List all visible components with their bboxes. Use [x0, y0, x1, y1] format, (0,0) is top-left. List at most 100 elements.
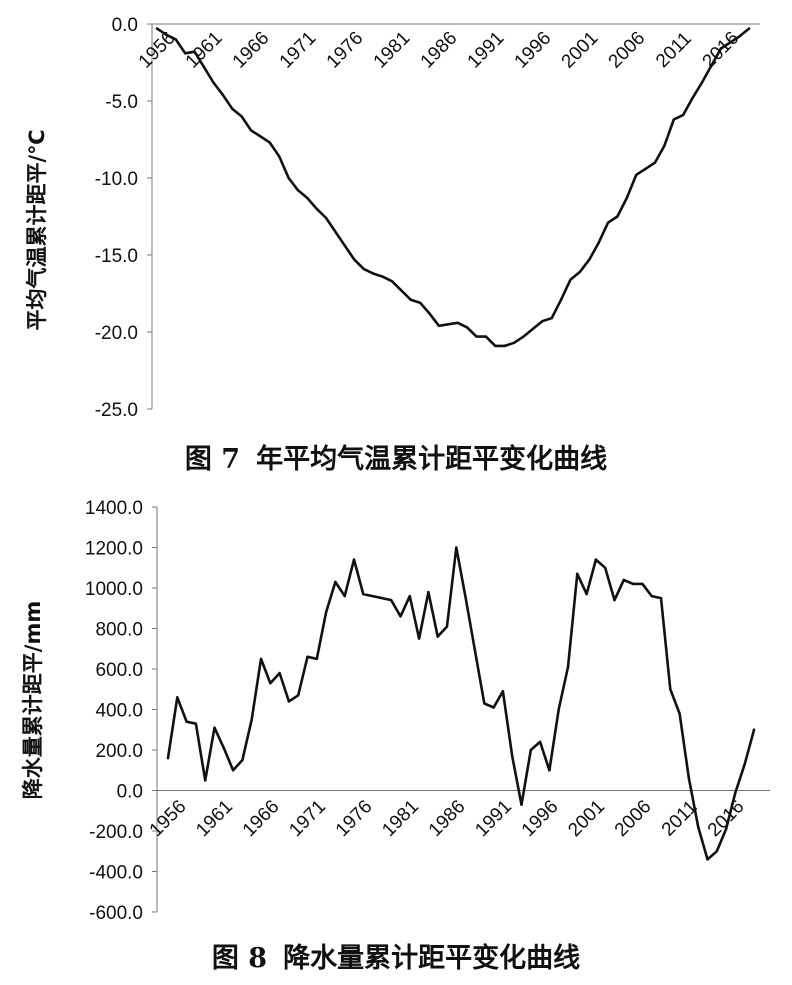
data-point: [165, 33, 168, 36]
figure-7: 0.0 -5.0 -10.0 -15.0 -20.0 -25.0 1956 1961 1966 1…: [0, 0, 792, 485]
data-point: [501, 690, 505, 693]
data-point: [390, 280, 394, 283]
data-point: [362, 267, 365, 271]
y-axis-label: 平均气温累计距平/℃: [25, 129, 49, 330]
x-tick-label: 1996: [518, 796, 563, 841]
data-point: [343, 594, 346, 598]
data-point: [719, 47, 722, 50]
data-point: [268, 141, 271, 144]
x-tick-label: 1991: [471, 796, 516, 841]
x-tick-label: 2016: [704, 796, 749, 841]
data-point: [635, 173, 638, 177]
data-point: [166, 756, 170, 760]
data-point: [334, 580, 337, 584]
data-point: [437, 324, 441, 327]
data-point: [550, 316, 553, 320]
x-tick-label: 1981: [370, 28, 415, 73]
x-tick-label: 1971: [276, 28, 321, 73]
x-tick-label: 1986: [417, 28, 462, 73]
data-point: [287, 700, 291, 703]
data-point: [529, 748, 532, 752]
data-point: [613, 598, 616, 602]
data-point: [678, 712, 681, 715]
data-point: [352, 558, 356, 561]
series-line: [155, 27, 751, 348]
data-point: [408, 594, 411, 598]
x-tick-label: 2006: [605, 28, 650, 73]
data-point: [597, 241, 600, 244]
data-point: [269, 682, 272, 685]
y-tick-label: 1400.0: [85, 498, 143, 519]
data-point: [682, 113, 685, 117]
data-point: [588, 258, 591, 261]
y-tick-label: 600.0: [95, 660, 143, 681]
data-point: [691, 96, 694, 100]
data-point: [353, 258, 356, 261]
data-point: [155, 27, 159, 30]
y-tick-label: 200.0: [95, 741, 143, 762]
data-point: [622, 578, 625, 582]
data-point: [362, 592, 365, 596]
data-point: [706, 858, 709, 861]
x-tick-label: 1976: [323, 28, 368, 73]
data-point: [641, 582, 644, 586]
data-point: [531, 327, 535, 331]
data-point: [715, 850, 718, 853]
data-point: [578, 270, 582, 274]
data-point: [484, 335, 488, 338]
data-point: [672, 118, 675, 121]
x-tick-label: 1981: [378, 796, 423, 841]
data-point: [522, 335, 525, 338]
data-point: [511, 754, 514, 758]
data-point: [380, 596, 384, 600]
y-tick-label: 800.0: [95, 620, 143, 641]
figure-7-caption: 图 7 年平均气温累计距平变化曲线: [0, 437, 792, 476]
x-tick-label: 2011: [652, 28, 696, 72]
data-point: [445, 625, 449, 628]
data-point: [729, 41, 732, 44]
data-point: [399, 615, 402, 618]
data-point: [512, 341, 516, 344]
data-point: [447, 323, 450, 326]
y-tick-label: -10.0: [95, 169, 138, 190]
data-point: [417, 637, 421, 640]
data-point: [231, 769, 235, 772]
data-point: [334, 230, 337, 234]
data-point: [631, 582, 635, 586]
y-tick-label: 0.0: [112, 15, 138, 36]
x-tick-label: 2006: [611, 796, 656, 841]
data-point: [541, 320, 544, 323]
y-tick-label: -15.0: [95, 246, 138, 267]
data-point: [669, 688, 672, 691]
data-point: [738, 35, 741, 38]
x-tick-label: 1971: [285, 796, 330, 841]
y-tick-label: -400.0: [89, 863, 143, 884]
data-point: [548, 769, 551, 772]
data-point: [538, 740, 542, 744]
data-point: [644, 167, 647, 170]
data-point: [343, 244, 347, 247]
y-tick-label: -25.0: [95, 400, 138, 421]
x-tick-label: 1966: [229, 28, 274, 73]
data-point: [221, 93, 224, 97]
data-point: [390, 598, 393, 602]
data-point: [576, 572, 579, 575]
data-point: [520, 803, 523, 806]
figure-8-caption: 图 8 降水量累计距平变化曲线: [0, 936, 792, 975]
data-point: [306, 196, 309, 200]
y-tick-label: 1000.0: [85, 579, 143, 600]
data-point: [371, 272, 375, 275]
data-point: [193, 50, 196, 53]
data-point: [465, 326, 469, 329]
data-point: [315, 207, 318, 210]
data-point: [650, 594, 653, 598]
data-point: [557, 708, 560, 711]
data-point: [400, 289, 403, 292]
x-tick-label: 1996: [511, 28, 556, 73]
data-point: [278, 155, 281, 158]
y-tick-label: -20.0: [95, 323, 138, 344]
data-point: [324, 611, 328, 614]
figure-7-number: 图 7: [184, 444, 241, 475]
y-tick-label: 1200.0: [85, 539, 143, 560]
